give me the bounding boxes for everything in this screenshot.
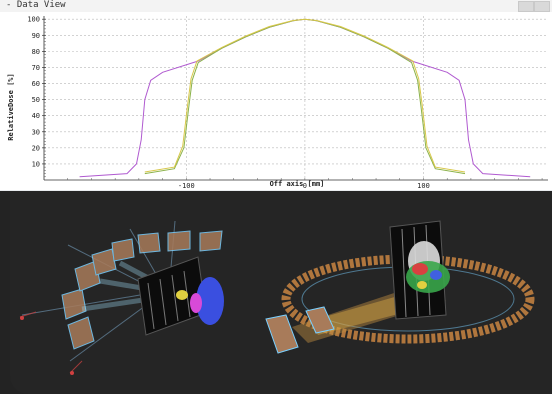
y-tick-label: 70 <box>32 64 40 72</box>
dose-profile-chart[interactable]: 10 20 30 40 50 60 70 80 90 100 -100 0 100 Off axis [… <box>0 12 552 190</box>
couch-ring-scene <box>265 220 535 354</box>
y-axis-label: RelativeDose [%] <box>7 73 15 140</box>
3d-scene[interactable] <box>10 191 552 394</box>
chart-grid <box>44 16 548 180</box>
y-tick-label: 50 <box>32 96 40 104</box>
3d-viewport[interactable] <box>0 191 552 402</box>
dose-profile-chart-pane: 10 20 30 40 50 60 70 80 90 100 -100 0 100 Off axis [… <box>0 12 552 190</box>
window-control-button[interactable] <box>518 1 534 12</box>
beam-arc-scene <box>19 220 224 375</box>
x-axis-label: Off axis [mm] <box>270 180 325 188</box>
x-tick-label: 100 <box>417 182 430 190</box>
y-tick-label: 10 <box>32 160 40 168</box>
x-tick-label: -100 <box>178 182 195 190</box>
y-tick-label: 20 <box>32 144 40 152</box>
y-tick-label: 30 <box>32 128 40 136</box>
window-control-button[interactable] <box>534 1 550 12</box>
pane-border <box>0 394 552 402</box>
y-tick-label: 90 <box>32 32 40 40</box>
series-line <box>144 18 466 173</box>
chart-ticks: 10 20 30 40 50 60 70 80 90 100 -100 0 100 <box>27 16 543 190</box>
y-tick-label: 80 <box>32 48 40 56</box>
y-tick-label: 100 <box>27 16 40 24</box>
chart-axes <box>43 16 548 181</box>
window-title: - Data View <box>6 0 66 10</box>
x-tick-label: 0 <box>303 182 307 190</box>
y-tick-label: 60 <box>32 80 40 88</box>
chart-series <box>79 18 531 178</box>
y-tick-label: 40 <box>32 112 40 120</box>
3d-scene-graphic <box>19 220 535 375</box>
